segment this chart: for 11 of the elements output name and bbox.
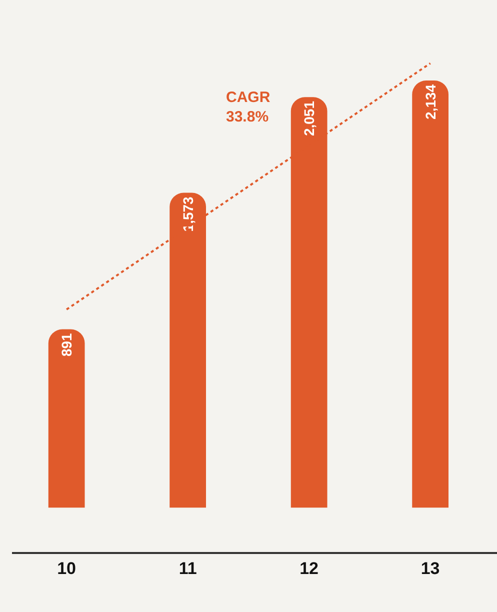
- x-tick-label: 12: [300, 559, 319, 578]
- data-label: 1,573: [180, 196, 196, 232]
- x-tick-label: 13: [420, 559, 440, 578]
- x-tick-label: 10: [57, 559, 76, 578]
- bar: [48, 329, 85, 508]
- x-tick-label: 11: [178, 559, 197, 578]
- annotation: CAGR 33.8%: [226, 89, 270, 126]
- data-label: 2,051: [301, 100, 318, 136]
- data-label: 891: [58, 332, 75, 357]
- bar: [412, 80, 448, 508]
- data-label: 2,134: [422, 84, 438, 120]
